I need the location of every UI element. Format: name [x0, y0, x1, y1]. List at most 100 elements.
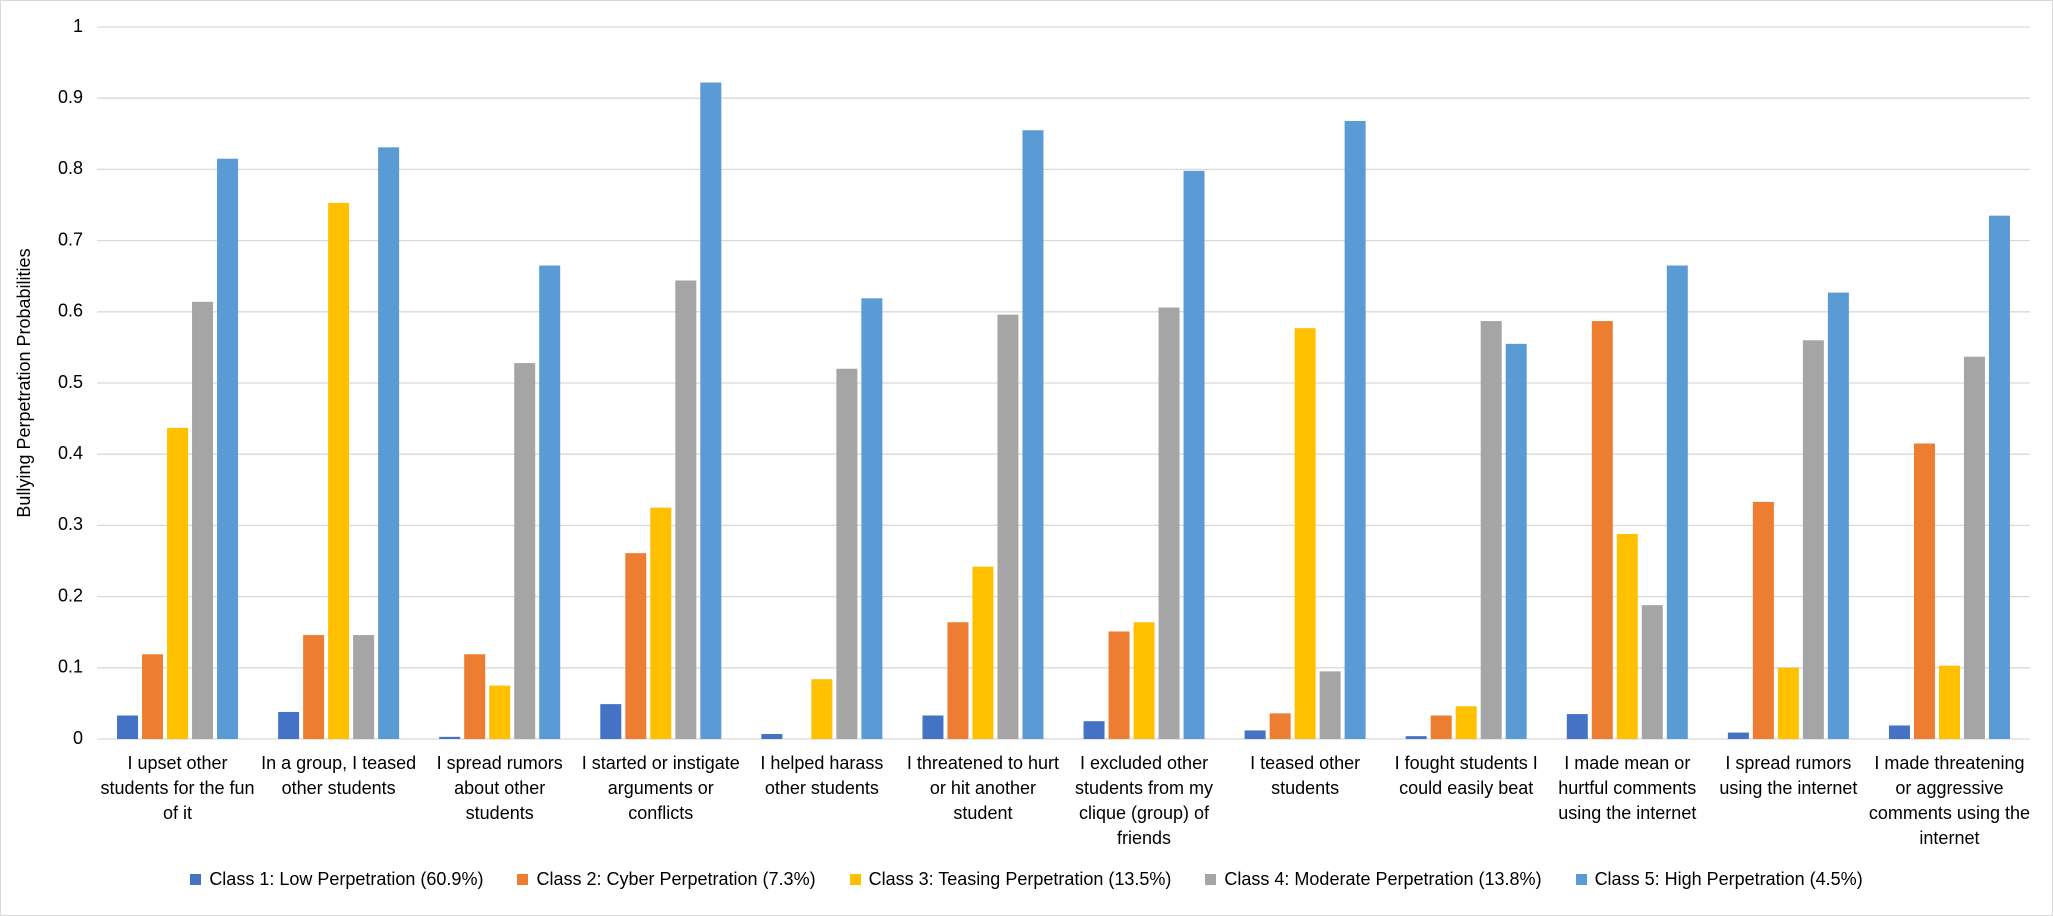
- x-tick-label: I fought students I could easily beat: [1394, 753, 1538, 798]
- bar: [1269, 713, 1291, 739]
- y-tick-label: 0.7: [58, 229, 83, 249]
- bar: [1480, 321, 1502, 739]
- x-tick-label: I teased other students: [1250, 753, 1361, 798]
- x-tick-label: In a group, I teased other students: [261, 753, 417, 798]
- bar: [836, 368, 858, 739]
- legend-swatch: [517, 874, 529, 885]
- bar: [861, 298, 883, 739]
- bar: [922, 715, 944, 739]
- bar: [1666, 265, 1688, 739]
- bar: [117, 715, 139, 739]
- legend-swatch: [190, 874, 202, 885]
- legend-label: Class 4: Moderate Perpetration (13.8%): [1224, 869, 1542, 889]
- x-tick-label: I helped harass other students: [760, 753, 884, 798]
- bar: [303, 635, 325, 739]
- bar: [1133, 622, 1155, 739]
- bar: [1183, 170, 1205, 740]
- y-tick-label: 0.5: [58, 372, 83, 392]
- y-tick-label: 0.3: [58, 514, 83, 534]
- y-tick-label: 0.9: [58, 87, 83, 107]
- bar: [1022, 130, 1044, 740]
- legend-swatch: [1575, 874, 1587, 885]
- y-tick-label: 0.2: [58, 585, 83, 605]
- bar: [1727, 732, 1749, 739]
- bar: [1913, 443, 1935, 739]
- bar: [761, 734, 783, 739]
- y-axis-title: Bullying Perpetration Probabilities: [14, 248, 34, 517]
- bar: [1827, 292, 1849, 739]
- bar: [353, 635, 375, 739]
- bar: [1108, 631, 1130, 739]
- bar: [1244, 730, 1266, 739]
- bar: [1455, 706, 1477, 739]
- bar: [625, 553, 647, 739]
- bar: [1158, 307, 1180, 739]
- bar: [700, 82, 722, 739]
- bar: [1641, 605, 1663, 739]
- legend-label: Class 3: Teasing Perpetration (13.5%): [868, 869, 1172, 889]
- bar: [1752, 501, 1774, 739]
- legend-item: Class 3: Teasing Perpetration (13.5%): [849, 869, 1172, 890]
- legend-item: Class 1: Low Perpetration (60.9%): [190, 869, 483, 890]
- bar: [1888, 725, 1910, 739]
- bar: [514, 363, 536, 739]
- bar: [1938, 665, 1960, 739]
- bar: [192, 301, 214, 739]
- legend-item: Class 2: Cyber Perpetration (7.3%): [517, 869, 816, 890]
- y-tick-label: 0.4: [58, 443, 83, 463]
- legend: Class 1: Low Perpetration (60.9%) Class 2…: [1, 869, 2052, 890]
- bar: [1616, 533, 1638, 739]
- y-tick-label: 0: [73, 728, 83, 748]
- legend-label: Class 2: Cyber Perpetration (7.3%): [536, 869, 816, 889]
- legend-item: Class 5: High Perpetration (4.5%): [1575, 869, 1863, 890]
- y-tick-label: 0.8: [58, 158, 83, 178]
- bar: [1566, 714, 1588, 739]
- y-tick-label: 1: [73, 16, 83, 36]
- bar: [972, 566, 994, 739]
- bar: [1988, 215, 2010, 739]
- bar: [378, 147, 400, 739]
- x-tick-label: I started or instigate arguments or conf…: [581, 753, 740, 823]
- legend-label: Class 5: High Perpetration (4.5%): [1594, 869, 1863, 889]
- legend-label: Class 1: Low Perpetration (60.9%): [209, 869, 484, 889]
- x-tick-label: I spread rumors about other students: [436, 753, 563, 823]
- legend-swatch: [1205, 874, 1217, 885]
- legend-item: Class 4: Moderate Perpetration (13.8%): [1205, 869, 1542, 890]
- y-tick-label: 0.6: [58, 301, 83, 321]
- bar: [650, 507, 672, 739]
- bar: [947, 622, 969, 739]
- y-tick-label: 0.1: [58, 657, 83, 677]
- x-tick-label: I upset other students for the fun of it: [100, 753, 255, 823]
- bar: [489, 685, 511, 739]
- x-tick-label: I threatened to hurt or hit another stud…: [906, 753, 1059, 823]
- bar: [1344, 120, 1366, 739]
- bar: [1430, 715, 1452, 739]
- bar: [1083, 721, 1105, 739]
- x-tick-label: I made mean or hurtful comments using th…: [1558, 753, 1697, 823]
- bar: [1319, 671, 1341, 739]
- bar: [1405, 736, 1427, 739]
- bar: [217, 158, 239, 740]
- x-tick-label: I excluded other students from my clique…: [1075, 753, 1214, 848]
- bar: [997, 314, 1019, 739]
- bar: [1802, 340, 1824, 739]
- legend-swatch: [849, 874, 861, 885]
- bar: [167, 427, 189, 739]
- bar: [600, 704, 622, 739]
- bar: [464, 654, 486, 739]
- x-tick-label: I spread rumors using the internet: [1719, 753, 1858, 798]
- bar: [142, 654, 164, 739]
- bar: [675, 280, 697, 739]
- bar: [539, 265, 561, 739]
- bar: [1963, 356, 1985, 739]
- bar: [1505, 343, 1527, 739]
- bar: [1294, 328, 1316, 739]
- x-tick-label: I made threatening or aggressive comment…: [1868, 753, 2030, 848]
- bar: [1591, 321, 1613, 739]
- bar: [811, 679, 833, 739]
- bar: [278, 711, 300, 739]
- bar: [328, 202, 350, 739]
- bar: [439, 736, 461, 739]
